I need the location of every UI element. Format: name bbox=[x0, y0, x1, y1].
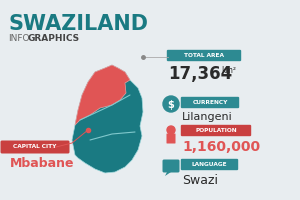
Text: CAPITAL CITY: CAPITAL CITY bbox=[13, 144, 57, 150]
Text: TOTAL AREA: TOTAL AREA bbox=[184, 53, 224, 58]
Text: km²: km² bbox=[221, 66, 236, 75]
FancyBboxPatch shape bbox=[167, 134, 176, 144]
Polygon shape bbox=[72, 65, 143, 173]
Circle shape bbox=[167, 126, 175, 134]
Text: GRAPHICS: GRAPHICS bbox=[27, 34, 79, 43]
FancyBboxPatch shape bbox=[181, 125, 251, 136]
Text: Lilangeni: Lilangeni bbox=[182, 112, 233, 122]
Text: POPULATION: POPULATION bbox=[195, 128, 237, 133]
Text: Swazi: Swazi bbox=[182, 174, 218, 187]
FancyBboxPatch shape bbox=[181, 97, 239, 108]
Text: CURRENCY: CURRENCY bbox=[192, 100, 228, 105]
Text: Mbabane: Mbabane bbox=[10, 157, 74, 170]
FancyBboxPatch shape bbox=[163, 160, 179, 172]
Text: 17,364: 17,364 bbox=[168, 65, 232, 83]
Circle shape bbox=[163, 96, 179, 112]
Text: SWAZILAND: SWAZILAND bbox=[8, 14, 148, 34]
Text: INFO: INFO bbox=[8, 34, 29, 43]
FancyBboxPatch shape bbox=[1, 140, 70, 154]
Polygon shape bbox=[165, 172, 171, 176]
Text: LANGUAGE: LANGUAGE bbox=[191, 162, 227, 167]
Text: $: $ bbox=[168, 99, 174, 110]
Polygon shape bbox=[75, 65, 130, 125]
FancyBboxPatch shape bbox=[167, 50, 241, 61]
FancyBboxPatch shape bbox=[181, 159, 238, 170]
Text: 1,160,000: 1,160,000 bbox=[182, 140, 260, 154]
